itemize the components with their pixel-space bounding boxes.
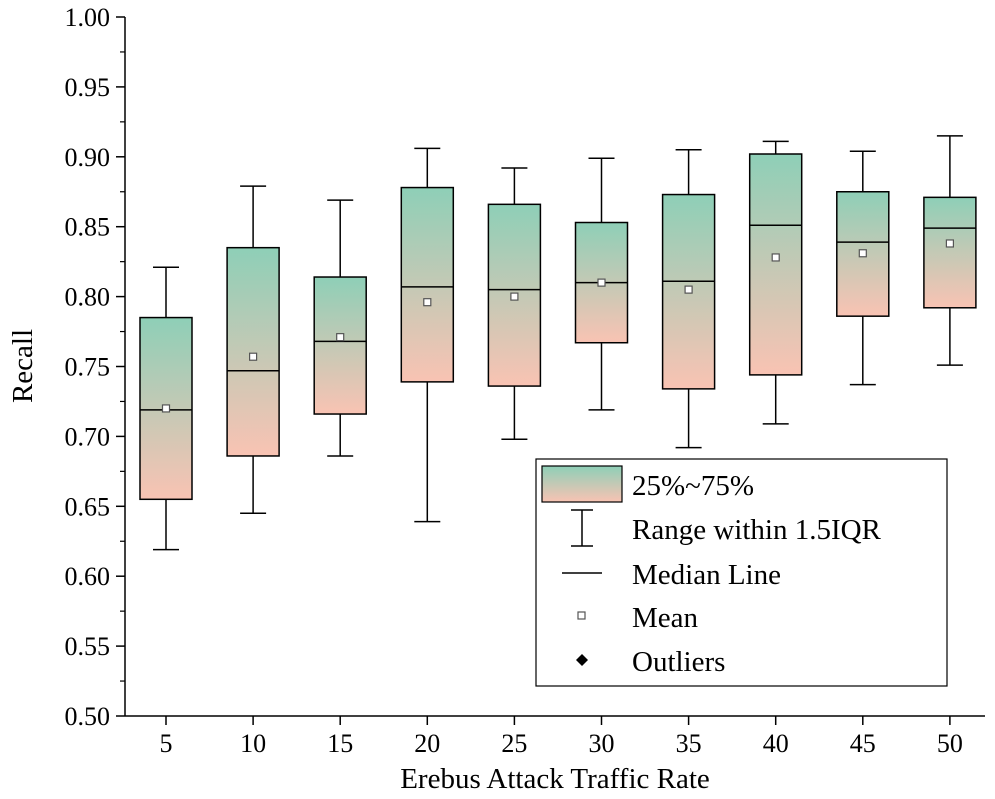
legend-outlier-swatch bbox=[576, 654, 588, 666]
x-tick-label: 50 bbox=[937, 729, 963, 758]
box-20 bbox=[400, 147, 455, 523]
box-50 bbox=[923, 135, 977, 366]
box-iqr bbox=[313, 276, 367, 415]
box-30 bbox=[574, 157, 629, 411]
legend: 25%~75% Range within 1.5IQR Median Line … bbox=[535, 458, 948, 687]
legend-label-box: 25%~75% bbox=[632, 470, 754, 502]
y-tick-label: 0.80 bbox=[65, 283, 111, 312]
y-ticks: 0.50 0.55 0.60 0.65 0.70 0.75 0.80 0.85 0.90 0.95… bbox=[65, 3, 125, 731]
box-25 bbox=[487, 167, 542, 440]
legend-label-range: Range within 1.5IQR bbox=[632, 514, 882, 546]
y-tick-label: 0.75 bbox=[65, 353, 111, 382]
legend-label-median: Median Line bbox=[632, 559, 781, 591]
legend-label-mean: Mean bbox=[632, 602, 699, 634]
y-tick-label: 0.55 bbox=[65, 632, 111, 661]
x-tick-label: 30 bbox=[589, 729, 615, 758]
x-ticks: 5 10 15 20 25 30 35 40 45 50 bbox=[160, 716, 963, 758]
x-tick-label: 5 bbox=[160, 729, 173, 758]
x-tick-label: 45 bbox=[850, 729, 876, 758]
x-axis-title: Erebus Attack Traffic Rate bbox=[400, 763, 710, 795]
mean-marker bbox=[249, 352, 258, 361]
box-15 bbox=[313, 199, 367, 457]
box-iqr bbox=[400, 186, 455, 383]
mean-marker bbox=[161, 404, 171, 413]
box-45 bbox=[836, 150, 890, 386]
y-tick-label: 0.50 bbox=[65, 702, 111, 731]
boxes bbox=[139, 135, 977, 551]
mean-marker bbox=[423, 298, 432, 307]
y-tick-label: 0.90 bbox=[65, 143, 111, 172]
mean-marker bbox=[510, 292, 519, 301]
box-35 bbox=[661, 149, 716, 449]
legend-box-swatch bbox=[541, 465, 623, 503]
x-tick-label: 15 bbox=[327, 729, 353, 758]
y-tick-label: 0.65 bbox=[65, 492, 111, 521]
mean-marker bbox=[771, 253, 780, 262]
mean-marker bbox=[684, 285, 693, 294]
y-axis-title: Recall bbox=[7, 329, 39, 403]
y-tick-label: 1.00 bbox=[65, 3, 111, 32]
x-tick-label: 10 bbox=[240, 729, 266, 758]
box-iqr bbox=[923, 196, 977, 309]
box-iqr bbox=[226, 246, 280, 457]
box-5 bbox=[139, 266, 193, 551]
box-iqr bbox=[139, 316, 193, 501]
box-40 bbox=[748, 140, 803, 425]
mean-marker bbox=[858, 249, 867, 258]
box-iqr bbox=[748, 153, 803, 376]
x-tick-label: 25 bbox=[501, 729, 527, 758]
x-tick-label: 40 bbox=[763, 729, 789, 758]
legend-mean-swatch bbox=[577, 611, 586, 620]
mean-marker bbox=[597, 278, 606, 287]
legend-label-outliers: Outliers bbox=[632, 646, 725, 678]
y-tick-label: 0.60 bbox=[65, 562, 111, 591]
y-tick-label: 0.85 bbox=[65, 213, 111, 242]
y-tick-label: 0.70 bbox=[65, 422, 111, 451]
y-tick-label: 0.95 bbox=[65, 73, 111, 102]
box-10 bbox=[226, 185, 280, 515]
legend-whisker-swatch bbox=[571, 509, 593, 547]
mean-marker bbox=[336, 333, 345, 342]
x-tick-label: 35 bbox=[676, 729, 702, 758]
mean-marker bbox=[945, 239, 955, 248]
x-tick-label: 20 bbox=[414, 729, 440, 758]
